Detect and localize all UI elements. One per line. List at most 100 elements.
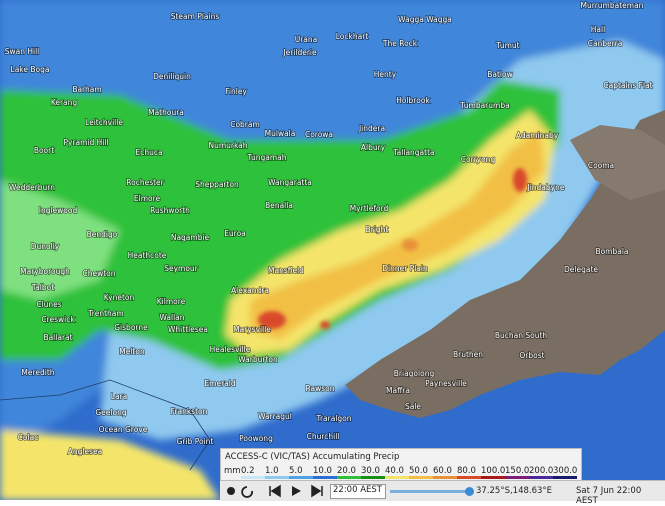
place-label: Jindera (358, 124, 385, 133)
time-select[interactable]: 22:00 AEST (330, 484, 386, 499)
place-label: Kyneton (104, 293, 135, 302)
legend-swatch (385, 476, 409, 479)
place-label: Ballarat (43, 333, 72, 342)
place-label: Captains Flat (603, 81, 652, 90)
place-label: Corowa (305, 130, 333, 139)
place-label: Murrumbateman (581, 1, 644, 10)
legend-swatch (265, 476, 289, 479)
place-label: Kilmore (157, 297, 186, 306)
coordinates: 37.25°S,148.63°E (476, 486, 553, 496)
place-label: Rushworth (150, 206, 190, 215)
dry-land (345, 110, 665, 418)
legend-swatch (361, 476, 385, 479)
layer-title: ACCESS-C (VIC/TAS) Accumulating Precip (225, 452, 400, 462)
place-label: Cobram (230, 120, 260, 129)
place-label: Maryborough (20, 267, 70, 276)
play-button[interactable] (292, 486, 301, 496)
place-label: The Rock (382, 39, 418, 48)
legend-swatch (289, 476, 313, 479)
place-label: Swan Hill (5, 47, 40, 56)
legend-swatch (241, 476, 265, 479)
place-label: Heathcote (128, 251, 167, 260)
legend-label: 200.0 (529, 466, 554, 476)
legend-label: 60.0 (433, 466, 452, 476)
place-label: Grib Point (177, 437, 214, 446)
place-label: Nagambie (171, 233, 210, 242)
place-label: Orbost (519, 351, 544, 360)
place-label: Creswick (41, 315, 75, 324)
place-label: Bombala (595, 247, 628, 256)
place-label: Melton (119, 347, 145, 356)
place-label: Wedderburn (9, 183, 55, 192)
legend-label: 5.0 (289, 466, 303, 476)
legend-label: 300.0 (553, 466, 578, 476)
legend-unit: mm (224, 466, 241, 476)
place-label: Delegate (564, 265, 598, 274)
slider-thumb[interactable] (465, 487, 474, 496)
place-label: Marysville (233, 325, 271, 334)
place-label: Talbot (31, 283, 54, 292)
place-label: Numurkah (208, 141, 247, 150)
place-label: Wangaratta (268, 178, 312, 187)
place-label: Mansfield (268, 266, 304, 275)
place-label: Meredith (21, 368, 54, 377)
place-label: Adaminaby (516, 131, 559, 140)
place-label: Lara (111, 392, 127, 401)
place-label: Sale (405, 402, 421, 411)
coastline (0, 379, 211, 471)
legend-swatch (481, 476, 505, 479)
place-label: Barham (72, 85, 101, 94)
place-label: Colac (18, 433, 39, 442)
legend-swatch (313, 476, 337, 479)
control-panel: ACCESS-C (VIC/TAS) Accumulating Precip m… (220, 448, 582, 482)
legend-swatch (553, 476, 577, 479)
place-label: Myrtleford (350, 204, 389, 213)
playback-controls (227, 484, 323, 498)
place-label: Benalla (265, 201, 293, 210)
place-label: Pyramid Hill (63, 138, 108, 147)
place-label: Leitchville (85, 118, 123, 127)
place-label: Frankston (171, 407, 208, 416)
place-label: Corryong (461, 155, 496, 164)
time-select-value: 22:00 AEST (333, 485, 382, 495)
legend: mm 0.2 1.0 5.0 10.0 20.0 30.0 40.0 50.0 60.0 80.0 1… (223, 466, 579, 480)
place-label: Warburton (238, 355, 278, 364)
place-label: Paynesville (425, 379, 467, 388)
place-label: Holbrook (396, 96, 430, 105)
place-label: Batlow (487, 70, 513, 79)
place-label: Steam Plains (171, 12, 220, 21)
place-label: Tallangatta (392, 148, 434, 157)
place-label: Henty (374, 70, 397, 79)
place-label: Gisborne (114, 323, 148, 332)
place-label: Chewton (82, 269, 115, 278)
legend-label: 30.0 (361, 466, 380, 476)
legend-swatch (433, 476, 457, 479)
time-slider[interactable] (390, 487, 474, 496)
step-back-button[interactable] (269, 484, 281, 498)
place-label: Warragul (258, 412, 292, 421)
settings-button[interactable] (227, 487, 235, 495)
place-label: Geelong (95, 408, 126, 417)
place-label: Boort (34, 146, 54, 155)
place-label: Buchan South (495, 331, 548, 340)
place-label: Wagga Wagga (398, 15, 452, 24)
place-label: Traralgon (315, 414, 351, 423)
place-label: Wallan (159, 313, 184, 322)
legend-swatch (529, 476, 553, 479)
place-label: Ocean Grove (99, 425, 148, 434)
place-label: Clunes (36, 300, 61, 309)
place-label: Bendigo (87, 230, 118, 239)
place-label: Dunolly (31, 242, 60, 251)
place-label: Mathoura (148, 108, 184, 117)
step-forward-button[interactable] (311, 484, 323, 498)
place-label: Shepparton (195, 180, 239, 189)
refresh-button[interactable] (241, 486, 253, 498)
place-label: Rawson (305, 384, 334, 393)
datetime: Sat 7 Jun 22:00 AEST (576, 486, 642, 506)
place-label: Tumbarumba (459, 101, 509, 110)
place-label: Trentham (87, 309, 123, 318)
place-label: Healesville (210, 345, 251, 354)
